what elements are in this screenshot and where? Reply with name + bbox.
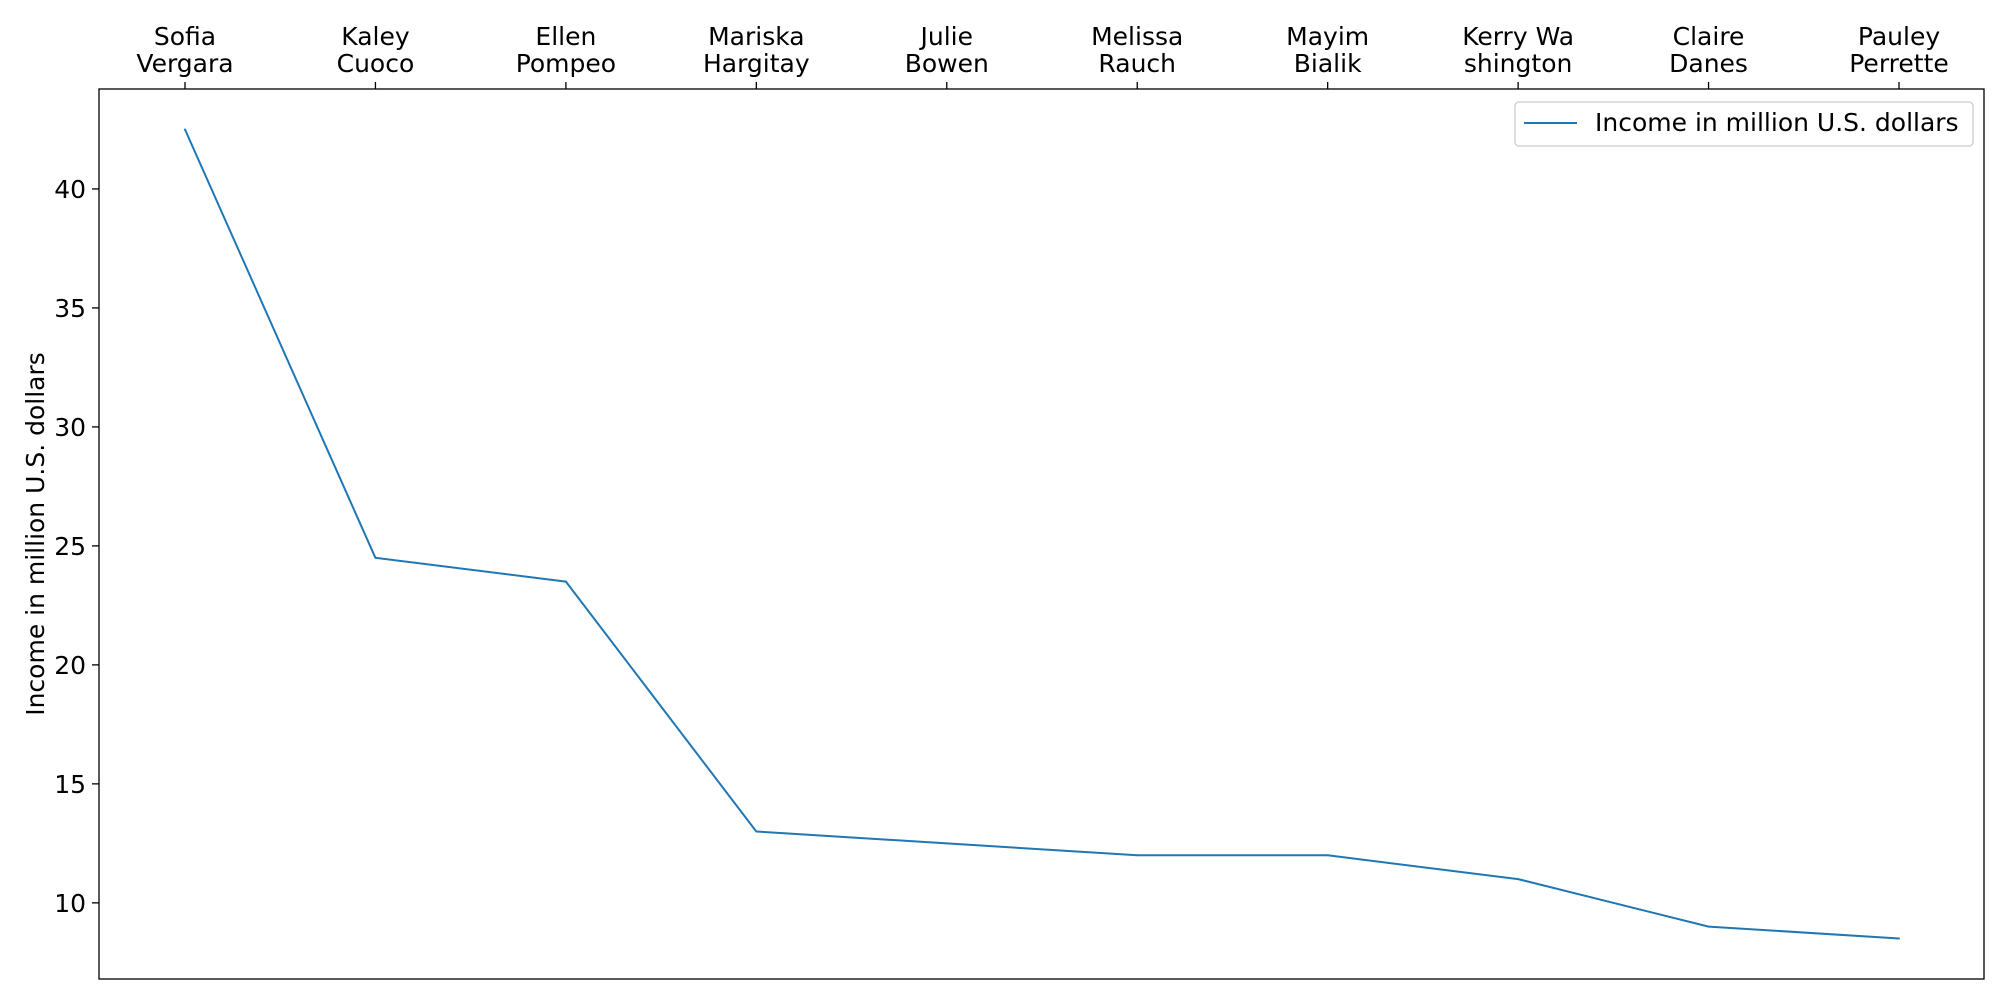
x-tick-label: Mayim Bialik — [1286, 22, 1369, 78]
series-line — [184, 129, 1900, 940]
x-tick-label-line: Hargitay — [703, 49, 810, 78]
plot-frame — [98, 88, 1985, 980]
y-tick-label: 20 — [54, 651, 86, 680]
x-tick-label: Ellen Pompeo — [516, 22, 616, 78]
x-tick-label-line: Kaley — [341, 22, 410, 51]
x-tick-label-line: Kerry Wa — [1462, 22, 1574, 51]
data-point — [945, 842, 948, 845]
data-point — [755, 830, 758, 833]
x-tick-label-line: Pauley — [1858, 22, 1940, 51]
x-tick-label-line: Ellen — [535, 22, 596, 51]
x-tick-label-line: Vergara — [136, 49, 233, 78]
x-tick-label-line: Perrette — [1849, 49, 1949, 78]
data-point — [1136, 854, 1139, 857]
y-axis-label: Income in million U.S. dollars — [21, 352, 50, 716]
x-tick-label-line: Cuoco — [337, 49, 415, 78]
y-axis: 10 15 20 25 30 35 40 — [54, 175, 99, 918]
data-point — [564, 580, 567, 583]
legend: Income in million U.S. dollars — [1514, 101, 1974, 147]
x-tick-label: Sofia Vergara — [136, 22, 233, 78]
data-point — [1517, 878, 1520, 881]
y-tick-label: 40 — [54, 175, 86, 204]
x-tick-label: Pauley Perrette — [1849, 22, 1949, 78]
x-tick-label-line: Mayim — [1286, 22, 1369, 51]
y-tick-label: 10 — [54, 889, 86, 918]
x-tick-label-line: Melissa — [1091, 22, 1183, 51]
x-tick-label-line: Bialik — [1294, 49, 1362, 78]
y-tick-label: 35 — [54, 294, 86, 323]
x-tick-label: Mariska Hargitay — [703, 22, 810, 78]
x-axis-top: Sofia Vergara Kaley Cuoco Ellen Pompeo Mariska… — [136, 22, 1949, 89]
data-point — [1326, 854, 1329, 857]
data-point — [1898, 937, 1900, 940]
x-tick-label-line: Sofia — [154, 22, 216, 51]
x-tick-label-line: Mariska — [708, 22, 805, 51]
x-tick-label-line: Julie — [919, 22, 974, 51]
x-tick-label-line: Claire — [1673, 22, 1745, 51]
legend-entry-label: Income in million U.S. dollars — [1595, 108, 1959, 137]
data-point — [374, 556, 377, 559]
x-tick-label: Kerry Wa shington — [1462, 22, 1574, 78]
data-point — [184, 128, 186, 131]
data-point — [1707, 925, 1710, 928]
legend-box — [1514, 101, 1974, 147]
x-tick-label: Claire Danes — [1669, 22, 1748, 78]
plot-area — [184, 128, 1900, 940]
y-tick-label: 15 — [54, 770, 86, 799]
x-tick-label: Melissa Rauch — [1091, 22, 1183, 78]
x-tick-label: Julie Bowen — [905, 22, 989, 78]
x-tick-label-line: Bowen — [905, 49, 989, 78]
x-tick-label: Kaley Cuoco — [337, 22, 415, 78]
y-tick-label: 25 — [54, 532, 86, 561]
x-tick-label-line: Pompeo — [516, 49, 616, 78]
x-tick-label-line: Rauch — [1098, 49, 1176, 78]
y-tick-label: 30 — [54, 413, 86, 442]
x-tick-label-line: Danes — [1669, 49, 1748, 78]
x-tick-label-line: shington — [1464, 49, 1572, 78]
